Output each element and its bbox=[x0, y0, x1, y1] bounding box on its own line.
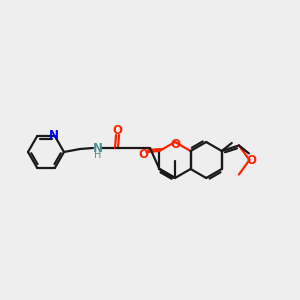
Text: O: O bbox=[247, 154, 256, 167]
Text: H: H bbox=[94, 151, 102, 160]
Text: O: O bbox=[112, 124, 122, 137]
Text: O: O bbox=[170, 137, 180, 151]
Text: N: N bbox=[49, 129, 59, 142]
Text: O: O bbox=[138, 148, 148, 161]
Text: N: N bbox=[93, 142, 103, 154]
